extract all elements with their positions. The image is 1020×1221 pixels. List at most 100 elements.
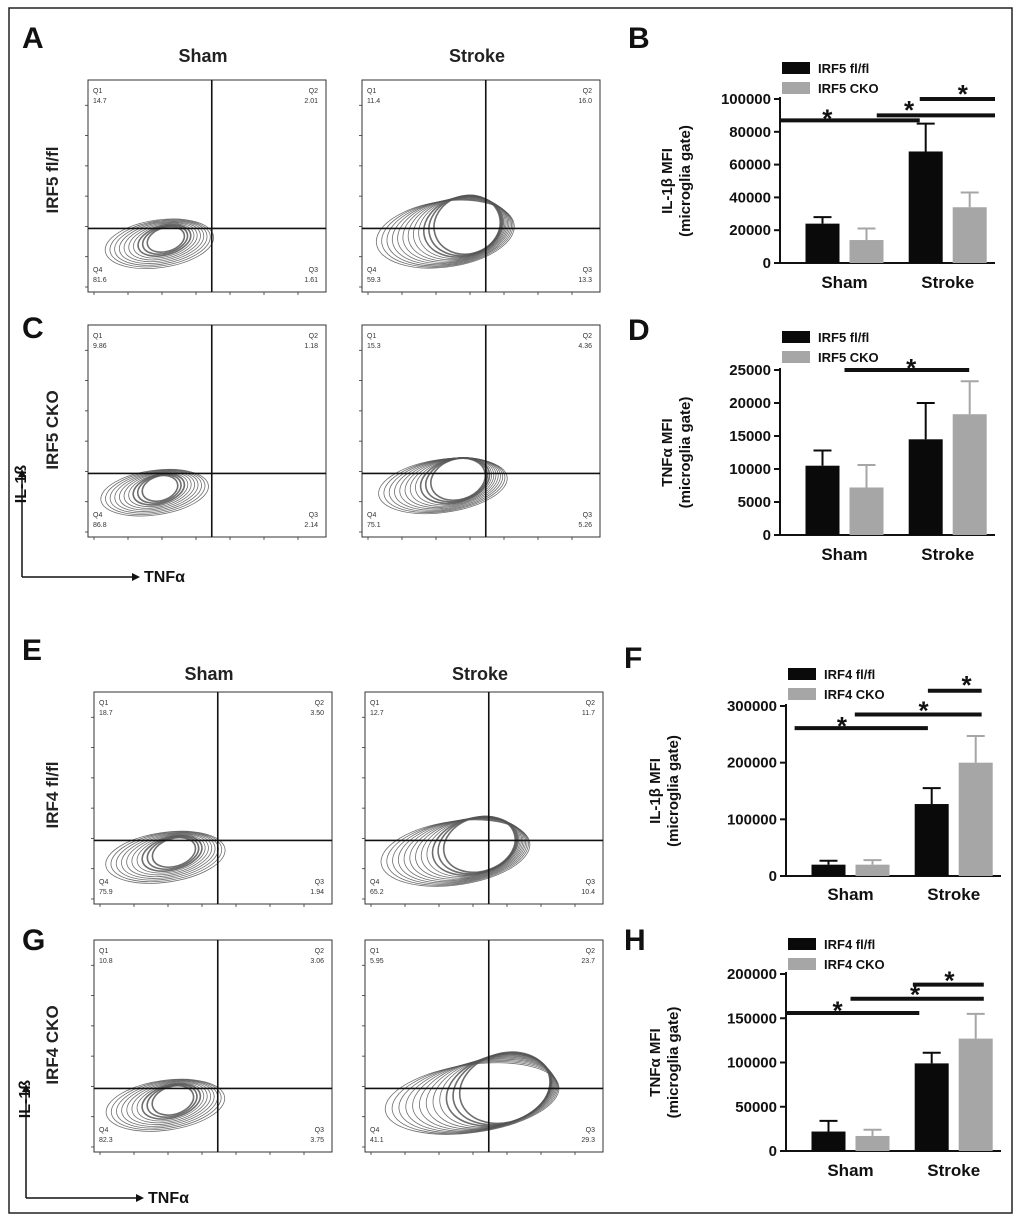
contour-line	[136, 473, 182, 504]
panel-letter-B: B	[628, 22, 650, 55]
contour-line	[131, 833, 209, 876]
q3-label: Q3	[586, 1127, 595, 1134]
q4-label: Q4	[370, 1127, 379, 1134]
legend-swatch	[782, 331, 810, 343]
panel-letter-C: C	[22, 312, 44, 345]
significance-star: *	[837, 711, 848, 741]
bar-irf4-cko-sham	[855, 1135, 890, 1151]
y-tick-label: 80000	[729, 124, 771, 141]
significance-star: *	[919, 696, 930, 726]
y-arrow-head	[18, 469, 26, 477]
x-category-label: Sham	[827, 885, 873, 904]
axis-arrows-C: TNFα IL-1ß	[13, 465, 185, 586]
q1-label: Q1	[367, 88, 376, 95]
contour-line	[100, 468, 209, 517]
panel-letter-D: D	[628, 314, 650, 347]
q4-label: Q4	[367, 267, 376, 274]
bar-chart-H: H IRF4 fl/fl IRF4 CKO 0 50000 100000 150000 200…	[624, 924, 1001, 1180]
y-arrow-head	[22, 1084, 30, 1092]
bar-irf4-fl-fl-sham	[811, 864, 846, 876]
y-tick-label: 15000	[729, 428, 771, 445]
q3-label: Q3	[315, 879, 324, 886]
legend-swatch	[782, 82, 810, 94]
q2-value: 16.0	[578, 98, 592, 105]
significance-star: *	[910, 980, 921, 1010]
y-tick-label: 100000	[721, 91, 771, 108]
legend-label: IRF5 fl/fl	[818, 61, 869, 76]
contour-plot-sham: Q1 9.86 Q2 1.18 Q3 2.14 Q4 86.8	[85, 324, 327, 540]
contour-line	[141, 834, 203, 872]
y-tick-label: 150000	[727, 1010, 777, 1027]
x-axis-label: TNFα	[148, 1190, 189, 1207]
q1-value: 5.95	[370, 958, 384, 965]
legend-swatch	[782, 351, 810, 363]
legend-swatch	[782, 62, 810, 74]
q1-value: 14.7	[93, 98, 107, 105]
contour-line	[123, 221, 201, 263]
contour-line	[136, 1082, 205, 1122]
q4-label: Q4	[367, 512, 376, 519]
q2-value: 11.7	[582, 710, 595, 717]
contour-line	[126, 833, 213, 878]
q3-value: 10.4	[581, 889, 595, 896]
q4-value: 86.8	[93, 522, 107, 529]
bar-irf5-fl-fl-sham	[805, 223, 840, 263]
contour-line	[121, 832, 216, 879]
bar-irf5-fl-fl-stroke	[908, 439, 943, 535]
q4-label: Q4	[99, 879, 108, 886]
legend-label: IRF5 fl/fl	[818, 330, 869, 345]
x-category-label: Sham	[821, 273, 867, 292]
q1-label: Q1	[367, 333, 376, 340]
plot-frame	[87, 79, 327, 293]
q2-label: Q2	[586, 948, 595, 955]
q2-label: Q2	[583, 88, 592, 95]
significance-star: *	[833, 996, 844, 1026]
column-title: Sham	[184, 664, 233, 684]
significance-star: *	[904, 95, 915, 125]
x-category-label: Sham	[827, 1161, 873, 1180]
x-arrow-head	[136, 1194, 144, 1202]
significance-star: *	[906, 353, 917, 383]
y-axis-label-sub: (microglia gate)	[665, 735, 682, 847]
x-category-label: Stroke	[927, 885, 980, 904]
y-tick-label: 5000	[738, 494, 771, 511]
contour-line	[133, 223, 195, 259]
panel-letter-E: E	[22, 634, 42, 667]
x-category-label: Stroke	[921, 273, 974, 292]
legend-swatch	[788, 958, 816, 970]
q2-value: 4.36	[578, 343, 592, 350]
q2-label: Q2	[586, 700, 595, 707]
bar-irf5-cko-sham	[849, 240, 884, 263]
column-title: Stroke	[452, 664, 508, 684]
bar-irf5-cko-stroke	[952, 414, 987, 535]
contour-line	[132, 473, 186, 506]
y-tick-label: 20000	[729, 395, 771, 412]
contour-line	[105, 1078, 226, 1132]
row-label: IRF4 fl/fl	[43, 761, 62, 828]
plot-frame	[93, 691, 333, 905]
q2-value: 3.50	[310, 710, 324, 717]
y-tick-label: 200000	[727, 755, 777, 772]
contour-plot-stroke: Q1 15.3 Q2 4.36 Q3 5.26 Q4 75.1	[359, 324, 601, 540]
bar-irf5-cko-sham	[849, 487, 884, 535]
q3-label: Q3	[583, 512, 592, 519]
y-axis-label: IL-1ß	[13, 465, 30, 503]
q2-label: Q2	[309, 88, 318, 95]
y-tick-label: 50000	[735, 1099, 777, 1116]
contour-line	[105, 830, 226, 884]
plot-frame	[93, 939, 333, 1153]
q2-value: 1.18	[304, 343, 318, 350]
bar-irf4-cko-stroke	[958, 762, 993, 876]
y-axis-label: IL-1ß	[17, 1080, 34, 1118]
plot-frame	[87, 324, 327, 538]
bar-irf5-fl-fl-stroke	[908, 151, 943, 263]
legend-label: IRF5 CKO	[818, 81, 879, 96]
column-title: Stroke	[449, 46, 505, 66]
contour-line	[136, 834, 206, 874]
y-axis-label-sub: (microglia gate)	[677, 125, 694, 237]
x-category-label: Sham	[821, 545, 867, 564]
